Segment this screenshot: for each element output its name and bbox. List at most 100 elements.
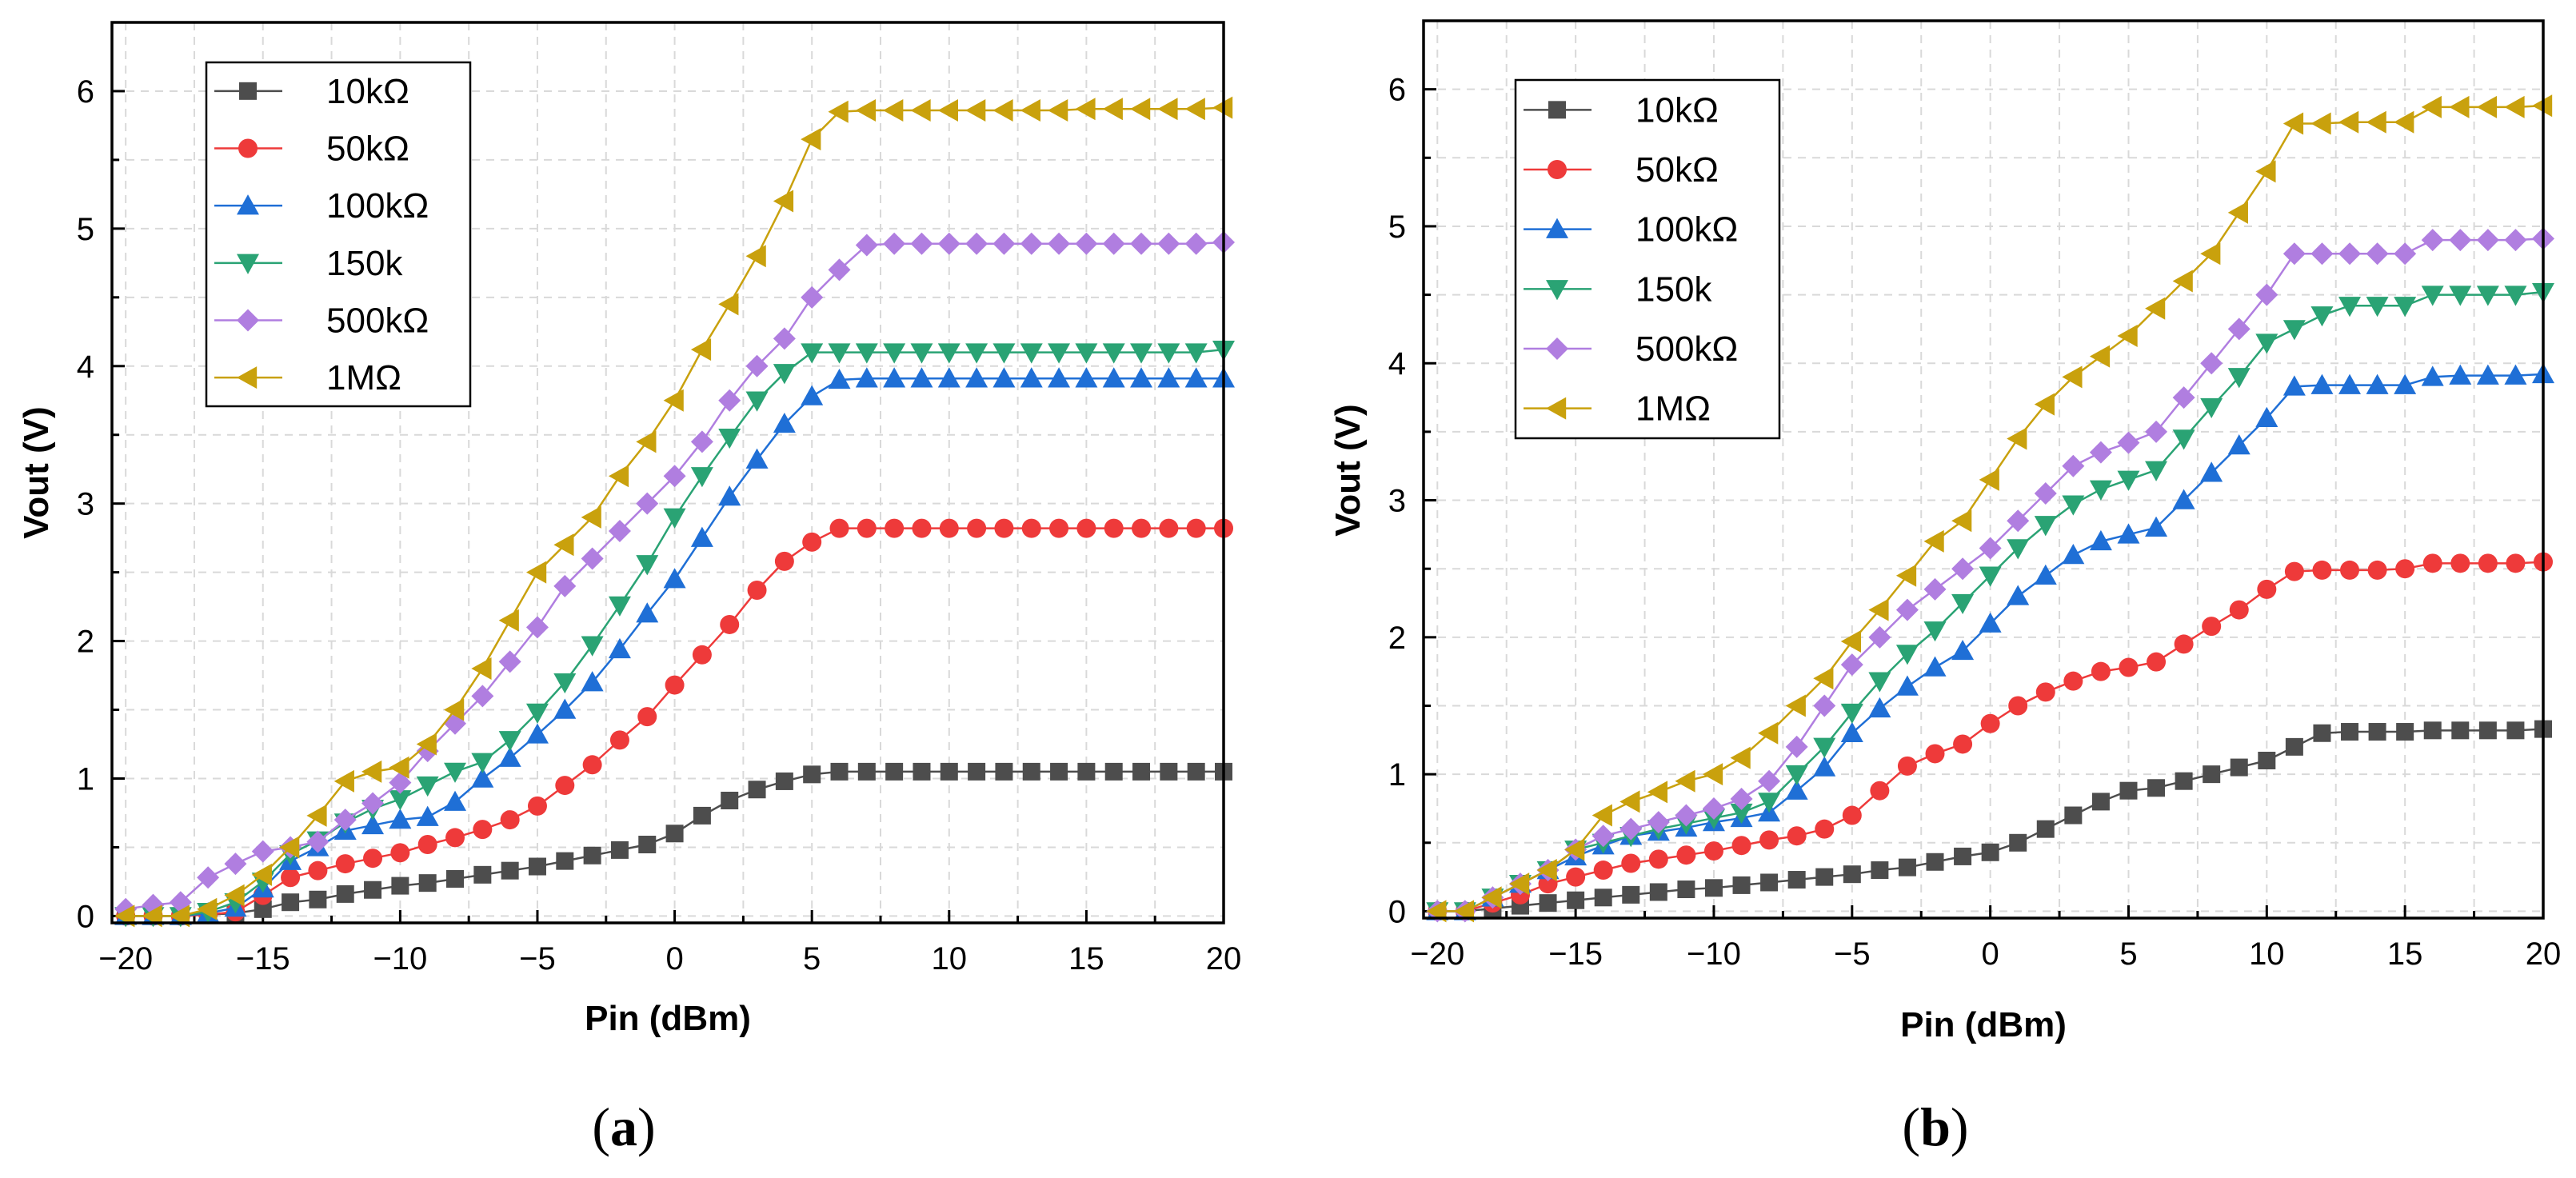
data-point xyxy=(251,863,272,886)
legend-marker xyxy=(1546,280,1568,301)
data-point xyxy=(1104,762,1123,781)
data-point xyxy=(2504,364,2527,385)
data-point xyxy=(1184,98,1205,121)
data-point xyxy=(1102,232,1125,255)
data-point xyxy=(1130,98,1151,121)
legend-label: 10kΩ xyxy=(326,72,409,111)
data-point xyxy=(444,762,467,783)
data-point xyxy=(336,884,354,903)
data-point xyxy=(525,703,549,724)
legend-item: 150k xyxy=(1524,270,1712,309)
data-point xyxy=(1785,735,1808,758)
data-point xyxy=(282,893,300,912)
data-point xyxy=(883,232,906,255)
data-point xyxy=(828,258,851,282)
data-point xyxy=(2007,509,2030,533)
data-point xyxy=(609,730,629,750)
data-point xyxy=(2172,489,2195,509)
data-point xyxy=(417,835,437,855)
x-tick-label: 5 xyxy=(2119,936,2137,972)
y-tick-label: 0 xyxy=(77,899,94,934)
data-point xyxy=(1186,518,1206,538)
legend-label: 50kΩ xyxy=(1635,150,1719,190)
series-2 xyxy=(1426,362,2554,920)
data-point xyxy=(1619,817,1643,841)
data-point xyxy=(1703,841,1723,861)
data-point xyxy=(2200,352,2223,375)
data-series xyxy=(1426,94,2554,923)
legend-label: 1MΩ xyxy=(1635,389,1711,429)
data-point xyxy=(1020,99,1040,122)
legend: 10kΩ 50kΩ 100kΩ 150k 500kΩ 1MΩ xyxy=(1514,78,1781,440)
data-point xyxy=(1157,367,1180,388)
data-point xyxy=(2476,364,2499,385)
data-point xyxy=(1758,769,1781,793)
data-point xyxy=(2200,242,2221,266)
data-point xyxy=(498,731,521,752)
x-tick-label: −20 xyxy=(98,941,153,976)
x-tick-label: 15 xyxy=(1068,941,1104,976)
x-tick-label: 0 xyxy=(1982,936,1999,972)
legend-label: 10kΩ xyxy=(1635,90,1719,130)
legend-label: 500kΩ xyxy=(1635,329,1738,369)
legend-item: 500kΩ xyxy=(1524,329,1738,369)
data-point xyxy=(2172,386,2195,409)
data-point xyxy=(2449,229,2472,252)
x-tick-label: 20 xyxy=(1206,941,1242,976)
data-point xyxy=(1953,734,1973,754)
data-point xyxy=(608,637,631,659)
series-5 xyxy=(1426,94,2553,923)
data-point xyxy=(636,602,659,623)
data-point xyxy=(1075,98,1096,121)
data-point xyxy=(2504,229,2527,252)
data-point xyxy=(2172,429,2195,450)
legend-box xyxy=(1514,78,1781,440)
data-point xyxy=(581,636,604,657)
data-point xyxy=(2227,434,2251,455)
data-point xyxy=(883,367,906,388)
data-point xyxy=(1184,232,1208,255)
data-point xyxy=(1787,826,1807,846)
data-point xyxy=(939,518,959,538)
data-point xyxy=(1730,746,1751,769)
chart-panel-b: −20 −15 −10 −5 0 5 10 15 20 0 1 2 3 4 5 6 10kΩ 50kΩ 100kΩ… xyxy=(1328,19,2561,1157)
data-point xyxy=(1979,537,2002,560)
data-point xyxy=(801,343,824,364)
data-point xyxy=(2200,397,2223,419)
data-point xyxy=(1022,762,1040,781)
data-point xyxy=(937,99,958,122)
data-point xyxy=(1951,557,1975,581)
data-point xyxy=(1048,232,1071,255)
data-point xyxy=(773,364,796,385)
data-point xyxy=(718,485,741,506)
x-tick-label: 10 xyxy=(2249,936,2285,972)
data-point xyxy=(473,820,493,840)
x-tick-label: −20 xyxy=(1410,936,1464,972)
x-tick-label: −15 xyxy=(1548,936,1603,972)
data-point xyxy=(745,354,769,377)
data-point xyxy=(471,753,494,773)
y-tick-label: 5 xyxy=(1388,210,1406,245)
data-point xyxy=(775,772,793,790)
panel-letter: b xyxy=(1920,1096,1951,1157)
series-0 xyxy=(117,762,1232,925)
data-point xyxy=(1048,367,1071,388)
series-2 xyxy=(114,367,1235,925)
data-point xyxy=(1647,811,1670,834)
data-point xyxy=(2284,561,2304,581)
data-point xyxy=(2394,242,2417,266)
data-point xyxy=(855,367,878,388)
data-point xyxy=(1020,232,1043,255)
data-point xyxy=(912,518,932,538)
data-point xyxy=(830,762,849,781)
data-series xyxy=(114,96,1235,928)
panel-label: (a) xyxy=(592,1096,655,1157)
data-point xyxy=(774,551,794,571)
data-point xyxy=(501,861,519,880)
data-point xyxy=(637,707,657,727)
data-point xyxy=(2089,345,2111,368)
data-point xyxy=(2255,333,2278,354)
data-point xyxy=(801,385,824,405)
data-point xyxy=(581,671,604,692)
data-point xyxy=(608,465,629,488)
